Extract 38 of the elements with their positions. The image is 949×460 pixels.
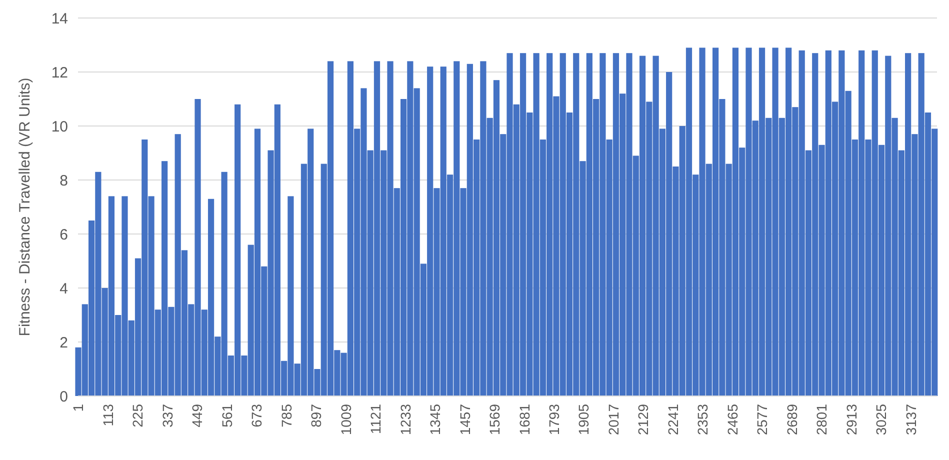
x-tick-label: 2017 bbox=[605, 404, 622, 436]
x-tick-label: 2353 bbox=[694, 404, 711, 436]
x-tick-label: 2577 bbox=[754, 404, 770, 436]
x-tick-label: 2129 bbox=[635, 404, 652, 436]
x-tick-label: 673 bbox=[248, 404, 265, 428]
x-tick-label: 1793 bbox=[546, 404, 562, 436]
x-tick-label: 1121 bbox=[368, 404, 384, 434]
x-tick-label: 113 bbox=[100, 404, 116, 426]
x-tick-label: 2465 bbox=[724, 404, 740, 436]
x-tick-label: 1905 bbox=[576, 404, 592, 436]
x-tick-label: 1345 bbox=[427, 404, 444, 436]
x-tick-label: 1233 bbox=[397, 404, 414, 436]
x-tick-label: 2913 bbox=[843, 404, 860, 436]
y-tick-label: 8 bbox=[60, 172, 68, 190]
y-tick-label: 2 bbox=[60, 334, 68, 352]
x-tick-label: 3025 bbox=[873, 404, 890, 436]
y-tick-label: 4 bbox=[60, 280, 68, 298]
x-tick-label: 1457 bbox=[456, 404, 473, 436]
x-tick-label: 2241 bbox=[664, 404, 681, 436]
x-tick-label: 561 bbox=[218, 404, 235, 428]
y-axis-title: Fitness - Distance Travelled (VR Units) bbox=[16, 78, 34, 336]
x-tick-label: 1569 bbox=[486, 404, 503, 436]
x-tick-label: 225 bbox=[130, 404, 146, 428]
x-tick-label: 2801 bbox=[814, 404, 830, 436]
x-tick-label: 1009 bbox=[338, 404, 354, 436]
x-tick-label: 1681 bbox=[516, 404, 532, 436]
x-tick-label: 337 bbox=[159, 404, 176, 428]
x-tick-label: 785 bbox=[278, 404, 294, 428]
y-tick-label: 0 bbox=[60, 388, 68, 406]
x-tick-label: 3137 bbox=[902, 404, 919, 436]
x-tick-label: 449 bbox=[189, 404, 206, 428]
y-tick-label: 14 bbox=[51, 10, 68, 28]
y-tick-label: 12 bbox=[51, 64, 68, 82]
y-tick-label: 10 bbox=[51, 118, 68, 136]
x-tick-label: 2689 bbox=[784, 404, 800, 436]
y-tick-label: 6 bbox=[60, 226, 68, 244]
x-tick-label: 897 bbox=[308, 404, 324, 428]
x-tick-label: 1 bbox=[70, 404, 86, 412]
